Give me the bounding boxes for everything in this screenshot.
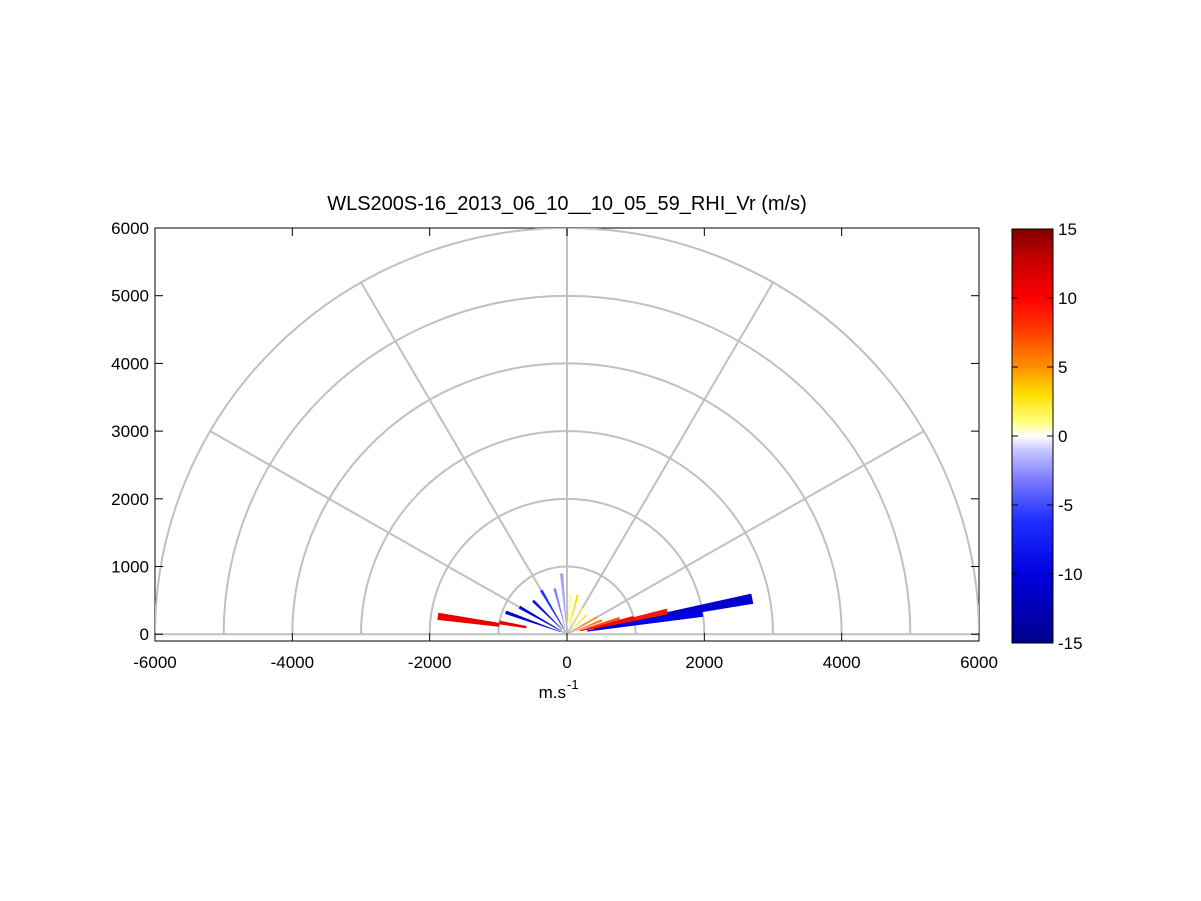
x-axis-label-superscript: -1 xyxy=(567,677,579,692)
x-axis: -6000 -4000 -2000 0 2000 4000 6000 xyxy=(133,228,998,672)
y-tick-label: 1000 xyxy=(111,558,149,577)
x-tick-label: -4000 xyxy=(271,653,314,672)
elevation-spoke-60 xyxy=(566,281,774,635)
y-axis: 0 1000 2000 3000 4000 5000 6000 xyxy=(111,219,979,644)
scan-beam-150 xyxy=(518,605,562,631)
elevation-spoke-120 xyxy=(360,281,568,635)
chart-title: WLS200S-16_2013_06_10__10_05_59_RHI_Vr (… xyxy=(327,193,807,215)
colorbar-tick-label: -10 xyxy=(1058,565,1083,584)
scan-beam-172 xyxy=(437,612,500,627)
colorbar-tick-label: 0 xyxy=(1058,427,1067,446)
scan-beam-22 xyxy=(576,619,603,631)
radial-velocity-data xyxy=(437,573,754,633)
x-tick-label: 4000 xyxy=(823,653,861,672)
y-tick-label: 5000 xyxy=(111,287,149,306)
elevation-spoke-150 xyxy=(209,430,568,636)
y-tick-label: 2000 xyxy=(111,490,149,509)
scan-beam-45 xyxy=(571,614,587,630)
colorbar-tick-label: 5 xyxy=(1058,358,1067,377)
y-tick-label: 6000 xyxy=(111,219,149,238)
scan-beam-135 xyxy=(532,599,563,630)
scan-beam-160 xyxy=(505,610,561,633)
x-axis-label-text: m.s xyxy=(539,683,566,702)
colorbar-tick-label: 10 xyxy=(1058,289,1077,308)
x-tick-label: 6000 xyxy=(960,653,998,672)
colorbar-tick-label: -15 xyxy=(1058,634,1083,653)
colorbar-tick-label: 15 xyxy=(1058,220,1077,239)
colorbar-gradient xyxy=(1011,228,1054,644)
x-tick-label: -2000 xyxy=(408,653,451,672)
scan-beam-9 xyxy=(587,609,704,632)
scan-beam-75 xyxy=(568,594,579,628)
scan-beam-120 xyxy=(540,589,564,629)
scan-beam-170 xyxy=(499,620,527,629)
x-axis-label: m.s xyxy=(539,683,566,702)
scan-beam-60 xyxy=(570,607,584,629)
scan-beam-85 xyxy=(567,593,572,628)
scan-beam-95 xyxy=(559,573,567,628)
x-tick-label: 2000 xyxy=(685,653,723,672)
scan-beam-14 xyxy=(580,616,635,632)
colorbar: -15 -10 -5 0 5 10 15 xyxy=(1011,220,1083,653)
y-tick-label: 4000 xyxy=(111,354,149,373)
colorbar-tick-label: -5 xyxy=(1058,496,1073,515)
elevation-spoke-30 xyxy=(566,430,925,636)
scan-beam-17 xyxy=(580,617,620,631)
colorbar-ticks: -15 -10 -5 0 5 10 15 xyxy=(1012,220,1083,653)
x-tick-label: -6000 xyxy=(133,653,176,672)
y-tick-label: 3000 xyxy=(111,422,149,441)
y-tick-label: 0 xyxy=(140,625,149,644)
scan-beam-30 xyxy=(572,616,598,631)
x-tick-label: 0 xyxy=(562,653,571,672)
scan-beam-105 xyxy=(553,588,566,628)
